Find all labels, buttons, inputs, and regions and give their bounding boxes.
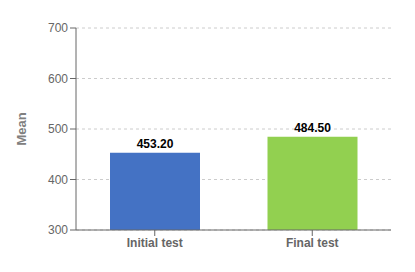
svg-text:Initial test: Initial test <box>127 236 183 250</box>
svg-text:700: 700 <box>48 21 68 35</box>
svg-text:600: 600 <box>48 72 68 86</box>
svg-text:Final test: Final test <box>286 236 339 250</box>
svg-text:400: 400 <box>48 173 68 187</box>
svg-text:500: 500 <box>48 122 68 136</box>
svg-text:300: 300 <box>48 223 68 237</box>
svg-text:Mean: Mean <box>14 112 29 145</box>
svg-text:453.20: 453.20 <box>137 137 174 151</box>
svg-text:484.50: 484.50 <box>294 121 331 135</box>
